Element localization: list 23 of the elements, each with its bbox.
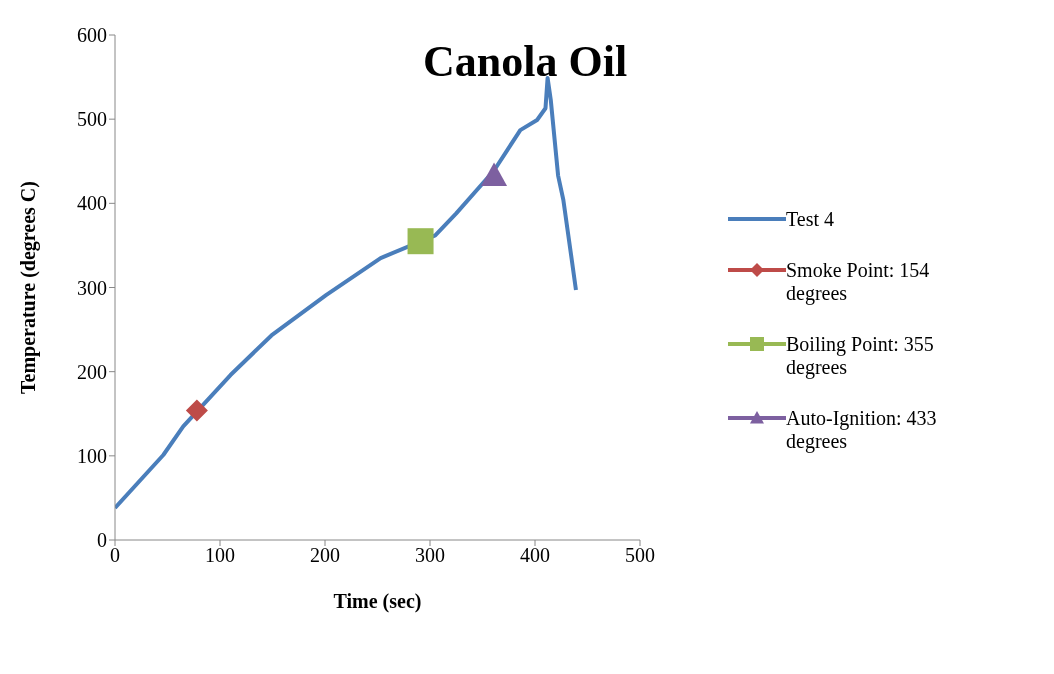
y-tick-label: 300	[77, 276, 107, 299]
x-tick-label: 500	[625, 544, 655, 567]
point	[185, 399, 208, 422]
legend-label: Auto-Ignition: 433 degrees	[786, 407, 938, 453]
y-tick-label: 200	[77, 360, 107, 383]
x-tick-label: 200	[310, 544, 340, 567]
y-tick-label: 400	[77, 192, 107, 215]
legend-label: Boiling Point: 355 degrees	[786, 333, 935, 379]
point	[407, 228, 434, 255]
legend-label: Smoke Point: 154 degrees	[786, 259, 931, 305]
y-tick-label: 0	[97, 529, 107, 552]
legend-label: Test 4	[786, 208, 836, 231]
x-tick-label: 400	[520, 544, 550, 567]
x-tick-label: 300	[415, 544, 445, 567]
y-tick-label: 500	[77, 108, 107, 131]
y-tick-label: 100	[77, 444, 107, 467]
line-series	[115, 75, 578, 511]
y-axis-title: Temperature (degrees C)	[17, 181, 41, 394]
x-axis-title: Time (sec)	[333, 590, 422, 613]
y-tick-label: 600	[77, 24, 107, 47]
point	[481, 162, 508, 186]
chart-title: Canola Oil	[423, 36, 628, 87]
x-tick-label: 100	[205, 544, 235, 567]
